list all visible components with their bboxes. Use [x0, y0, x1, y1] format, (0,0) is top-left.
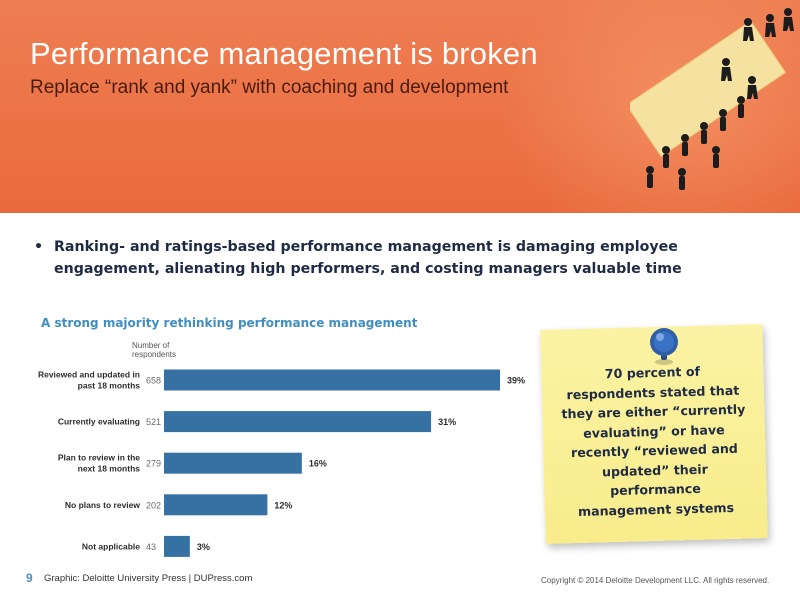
bar — [164, 494, 268, 516]
category-label: Not applicable — [82, 541, 140, 551]
bullet-line-1: Ranking- and ratings-based performance m… — [54, 239, 678, 255]
bullet-line-2: engagement, alienating high performers, … — [54, 261, 682, 277]
chart-title: A strong majority rethinking performance… — [41, 316, 418, 330]
value-label: 16% — [309, 459, 327, 469]
page-title: Performance management is broken — [30, 36, 538, 71]
category-label: Reviewed and updated in — [38, 370, 140, 380]
respondent-count: 658 — [146, 376, 161, 386]
category-label: No plans to review — [65, 500, 140, 510]
copyright-notice: Copyright © 2014 Deloitte Development LL… — [541, 576, 770, 585]
page-subtitle: Replace “rank and yank” with coaching an… — [30, 77, 509, 98]
sticky-note-text: 70 percent of respondents stated that they… — [549, 360, 759, 521]
category-label: Plan to review in the — [58, 453, 140, 463]
count-header: Number of — [132, 341, 170, 350]
header-banner: Performance management is broken Replace… — [0, 0, 800, 213]
category-label: past 18 months — [78, 381, 141, 391]
bar — [164, 369, 500, 391]
push-pin-icon — [650, 328, 678, 365]
bar — [164, 535, 190, 557]
page-number: 9 — [26, 571, 33, 585]
bullet-marker: • — [34, 239, 44, 255]
climbing-people-illustration — [630, 8, 794, 190]
category-label: next 18 months — [78, 464, 141, 474]
value-label: 12% — [274, 500, 292, 510]
respondent-count: 279 — [146, 459, 161, 469]
respondent-count: 202 — [146, 500, 161, 510]
source-credit: Graphic: Deloitte University Press | DUP… — [44, 573, 253, 584]
value-label: 31% — [438, 417, 456, 427]
sticky-note-line: management systems — [577, 499, 735, 519]
value-label: 39% — [507, 376, 525, 386]
count-header: respondents — [132, 350, 176, 359]
value-label: 3% — [197, 542, 210, 552]
category-label: Currently evaluating — [58, 417, 140, 427]
key-message-bullet: • Ranking- and ratings-based performance… — [34, 236, 734, 280]
bar — [164, 411, 432, 433]
respondent-count: 521 — [146, 417, 161, 427]
respondent-count: 43 — [146, 542, 156, 552]
bar — [164, 452, 302, 474]
